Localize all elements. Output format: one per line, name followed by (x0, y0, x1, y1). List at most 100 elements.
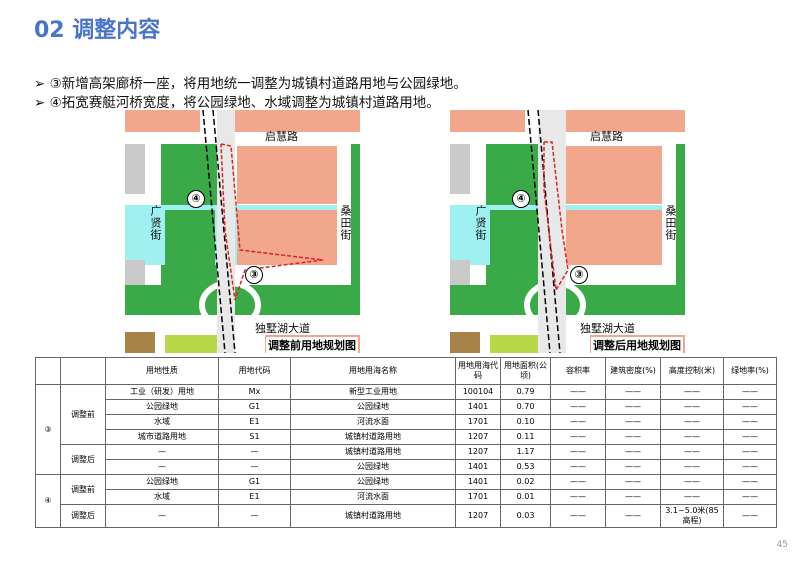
cell: 城市道路用地 (105, 429, 219, 445)
cell: 1401 (455, 459, 501, 475)
cell: 0.79 (500, 384, 551, 400)
row: ③ 调整前 工业（研发）用地 Mx 新型工业用地 100104 0.79 —— —— —— —— (35, 384, 777, 475)
cell: —— (660, 474, 724, 490)
cell: —— (723, 384, 777, 400)
cell: —— (550, 504, 606, 528)
road-label: 启慧路 (265, 130, 298, 143)
land-parcel (562, 210, 662, 265)
cell: —— (660, 459, 724, 475)
road-label: 启慧路 (590, 130, 623, 143)
cell: 河流水面 (290, 489, 456, 505)
land-parcel (676, 144, 685, 314)
land-parcel (450, 132, 685, 144)
map: 启慧路 广贤街 桑田街 独墅湖大道 ④ ③ 调整后用地规划图 (450, 110, 685, 353)
cell: —— (723, 504, 777, 528)
cell: 公园绿地 (290, 474, 456, 490)
cell: —— (550, 414, 606, 430)
boundary (220, 143, 324, 301)
header-row: 用地性质 用地代码 用地用海名称 用地用海代码 用地面积(公顷) 容积率 建筑密度(%) 高度… (35, 357, 777, 385)
street-label: 桑田街 (339, 205, 352, 241)
cell: —— (660, 399, 724, 415)
cell: 0.01 (500, 489, 551, 505)
railway (212, 110, 236, 353)
land-parcel (351, 144, 360, 314)
railway (527, 110, 551, 353)
cell: —— (660, 444, 724, 460)
cell: —— (550, 489, 606, 505)
map-caption: 调整前用地规划图 (266, 337, 358, 353)
row: 调整后 — — 城镇村道路用地 1207 0.03 —— —— 3.1~5.0米(85高程) —— (36, 504, 777, 528)
cell: 城镇村道路用地 (290, 504, 456, 528)
cell: —— (660, 429, 724, 445)
stage-cell: 调整后 (60, 444, 106, 475)
cell: —— (723, 444, 777, 460)
cell: — (218, 444, 291, 460)
cell: 1701 (455, 489, 501, 505)
title: 02 调整内容 (34, 18, 161, 43)
header-cell: 用地用海名称 (290, 357, 456, 385)
header-cell: 用地用海代码 (455, 357, 501, 385)
cell: 0.70 (500, 399, 551, 415)
cell: 水域 (105, 489, 219, 505)
land-parcel (237, 210, 337, 265)
land-parcel (125, 132, 360, 144)
street-label: 桑田街 (664, 205, 677, 241)
street-label: 广贤街 (474, 205, 487, 241)
cell: —— (723, 459, 777, 475)
cell: 1207 (455, 429, 501, 445)
marker: ④ (512, 190, 530, 208)
cell: 3.1~5.0米(85高程) (660, 504, 724, 528)
cell: E1 (218, 489, 291, 505)
header-cell: 绿地率(%) (723, 357, 777, 385)
cell: 城镇村道路用地 (290, 444, 456, 460)
cell: 水域 (105, 414, 219, 430)
row: — — 公园绿地 1401 0.53 —— —— —— —— (36, 459, 777, 475)
cell: 1401 (455, 474, 501, 490)
marker: ③ (245, 266, 263, 284)
map-drawing (125, 110, 360, 353)
cell: 0.53 (500, 459, 551, 475)
cell: —— (550, 429, 606, 445)
bullet: ③新增高架廊桥一座，将用地统一调整为城镇村道路用地与公园绿地。 (34, 72, 467, 92)
cell: G1 (218, 474, 291, 490)
cell: —— (605, 384, 661, 400)
cell: 公园绿地 (290, 459, 456, 475)
cell: —— (723, 399, 777, 415)
cell: —— (605, 489, 661, 505)
cell: Mx (218, 384, 291, 400)
street-label: 广贤街 (149, 205, 162, 241)
cell: —— (723, 429, 777, 445)
bridge (538, 110, 566, 353)
row: 城市道路用地 S1 城镇村道路用地 1207 0.11 —— —— —— —— (36, 429, 777, 445)
cell: E1 (218, 414, 291, 430)
land-parcel (145, 110, 200, 132)
avenue-label: 独墅湖大道 (255, 322, 310, 335)
cell: —— (605, 459, 661, 475)
cell: —— (605, 444, 661, 460)
cell: 0.10 (500, 414, 551, 430)
cell: 公园绿地 (290, 399, 456, 415)
cell: —— (550, 474, 606, 490)
cell: 0.11 (500, 429, 551, 445)
cell: —— (605, 474, 661, 490)
cell: —— (550, 459, 606, 475)
cell: —— (550, 384, 606, 400)
land-table: 用地性质 用地代码 用地用海名称 用地用海代码 用地面积(公顷) 容积率 建筑密度(%) 高度… (35, 357, 777, 528)
map-drawing (450, 110, 685, 353)
land-parcel (125, 332, 155, 353)
cell: 城镇村道路用地 (290, 429, 456, 445)
header-cell: 用地性质 (105, 357, 219, 385)
marker: ④ (187, 190, 205, 208)
header-cell: 容积率 (550, 357, 606, 385)
row: 公园绿地 G1 公园绿地 1401 0.70 —— —— —— —— (36, 399, 777, 415)
cell: —— (605, 399, 661, 415)
cell: 0.03 (500, 504, 551, 528)
stage-cell: 调整前 (60, 474, 106, 505)
cell: 1701 (455, 414, 501, 430)
cell: S1 (218, 429, 291, 445)
item-cell: ③ (35, 384, 61, 475)
row: 水域 E1 河流水面 1701 0.01 —— —— —— —— (36, 489, 777, 505)
cell: —— (550, 399, 606, 415)
page-number: 45 (776, 540, 788, 550)
